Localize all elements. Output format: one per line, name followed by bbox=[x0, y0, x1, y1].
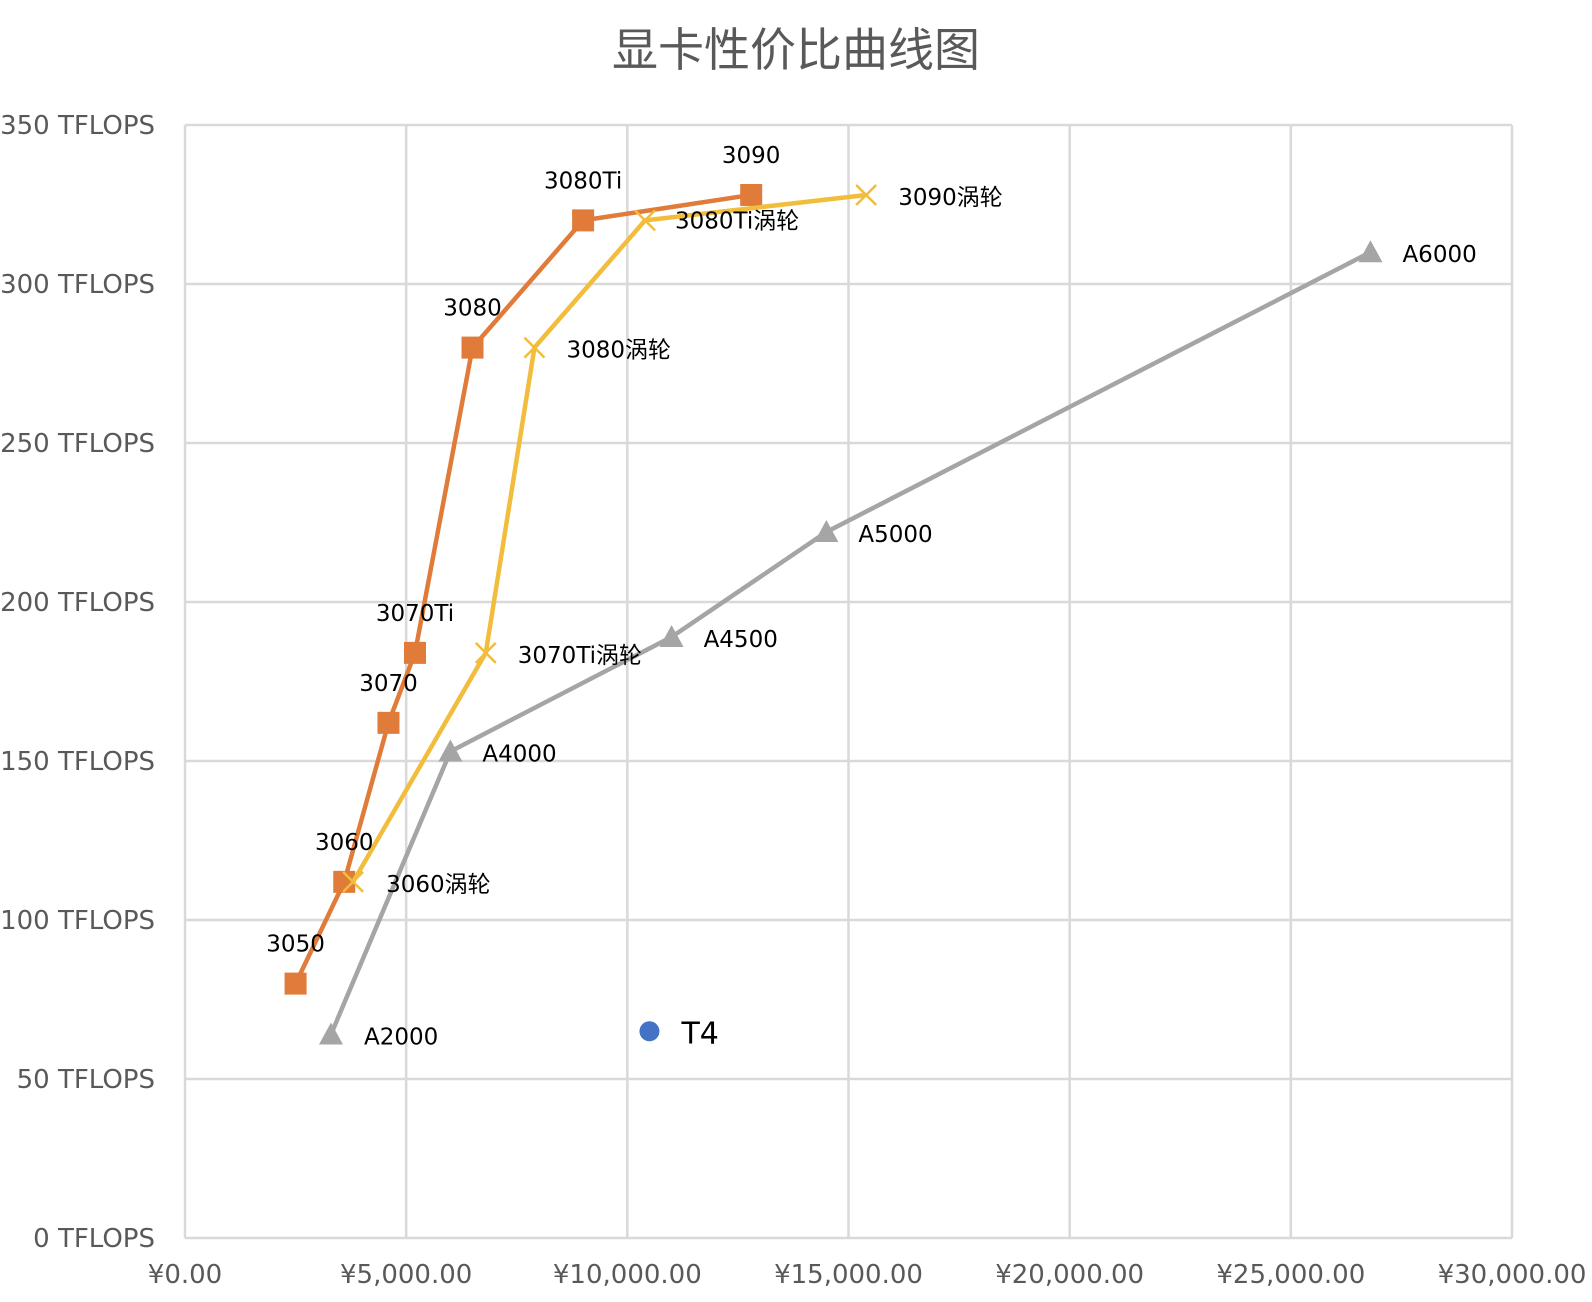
data-label: 3090 bbox=[722, 143, 781, 169]
data-point-x bbox=[634, 209, 656, 232]
data-point-square bbox=[572, 209, 595, 232]
y-tick-label: 200 TFLOPS bbox=[0, 588, 155, 618]
data-point-square bbox=[284, 972, 307, 995]
data-label: 3070 bbox=[359, 671, 418, 697]
data-label: 3050 bbox=[266, 932, 325, 958]
data-label: A4500 bbox=[704, 627, 778, 653]
x-tick-label: ¥30,000.00 bbox=[1438, 1260, 1587, 1290]
data-point-triangle bbox=[318, 1022, 343, 1045]
data-label: 3090涡轮 bbox=[898, 185, 1003, 211]
series-layer bbox=[284, 183, 1383, 1045]
series-1 bbox=[342, 184, 878, 893]
series-3 bbox=[639, 1021, 660, 1042]
data-point-circle bbox=[639, 1021, 660, 1042]
x-tick-label: ¥5,000.00 bbox=[340, 1260, 472, 1290]
data-label: 3060 bbox=[315, 830, 374, 856]
series-line bbox=[351, 192, 867, 883]
grid-layer: 0 TFLOPS 50 TFLOPS 100 TFLOPS 150 TFLOPS 200… bbox=[0, 111, 1586, 1290]
data-point-square bbox=[404, 641, 427, 664]
data-label: 3060涡轮 bbox=[386, 872, 491, 898]
label-layer: 3050 3060 3070 3070Ti 3080 3080Ti 3090 3060涡轮 30… bbox=[266, 143, 1476, 1051]
y-tick-label: 250 TFLOPS bbox=[0, 429, 155, 459]
data-label: 3070Ti涡轮 bbox=[518, 643, 642, 669]
x-tick-label: ¥15,000.00 bbox=[774, 1260, 923, 1290]
data-point-triangle bbox=[438, 739, 463, 762]
data-point-square bbox=[461, 336, 484, 359]
data-label: T4 bbox=[680, 1016, 718, 1051]
x-tick-label: ¥20,000.00 bbox=[995, 1260, 1144, 1290]
data-label: A5000 bbox=[858, 522, 932, 548]
data-label: 3080涡轮 bbox=[566, 338, 671, 364]
data-point-square bbox=[740, 183, 763, 206]
data-label: 3080Ti涡轮 bbox=[675, 208, 799, 234]
data-point-triangle bbox=[814, 520, 839, 543]
data-label: 3080 bbox=[443, 296, 502, 322]
series-0 bbox=[284, 183, 763, 995]
y-tick-label: 300 TFLOPS bbox=[0, 270, 155, 300]
data-label: A2000 bbox=[364, 1024, 438, 1050]
data-point-x bbox=[474, 641, 497, 664]
y-tick-label: 100 TFLOPS bbox=[0, 906, 155, 936]
y-tick-label: 150 TFLOPS bbox=[0, 747, 155, 777]
data-point-square bbox=[333, 870, 356, 893]
y-tick-label: 0 TFLOPS bbox=[33, 1224, 155, 1254]
y-tick-label: 350 TFLOPS bbox=[0, 111, 155, 141]
data-label: A6000 bbox=[1402, 242, 1476, 268]
x-tick-label: ¥10,000.00 bbox=[553, 1260, 702, 1290]
data-label: A4000 bbox=[482, 741, 556, 767]
data-point-triangle bbox=[659, 624, 684, 647]
series-2 bbox=[318, 240, 1383, 1045]
x-tick-label: ¥25,000.00 bbox=[1216, 1260, 1365, 1290]
x-tick-label: ¥0.00 bbox=[148, 1260, 222, 1290]
chart-title: 显卡性价比曲线图 bbox=[612, 23, 980, 77]
data-point-x bbox=[523, 336, 546, 359]
y-tick-label: 50 TFLOPS bbox=[17, 1065, 155, 1095]
data-point-x bbox=[342, 870, 364, 893]
data-point-x bbox=[855, 184, 878, 206]
data-label: 3080Ti bbox=[544, 168, 622, 194]
data-label: 3070Ti bbox=[376, 601, 454, 627]
data-point-square bbox=[377, 711, 400, 734]
data-point-triangle bbox=[1358, 240, 1383, 263]
